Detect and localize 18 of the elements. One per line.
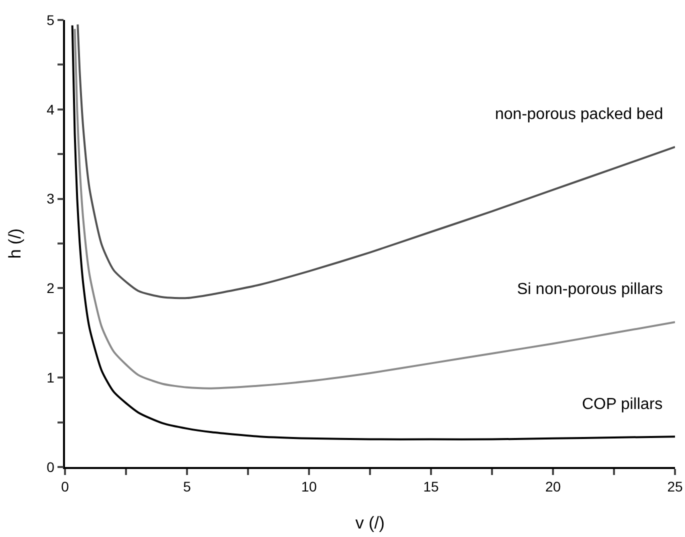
- series-label: non-porous packed bed: [495, 106, 664, 123]
- x-tick-label: 25: [667, 478, 683, 495]
- x-tick-label: 15: [423, 478, 439, 495]
- x-axis-title: v (/): [355, 514, 385, 532]
- y-tick-label: 2: [46, 280, 55, 296]
- y-tick-label: 1: [46, 370, 55, 386]
- series-label: COP pillars: [582, 396, 663, 413]
- line-series: [76, 23, 675, 300]
- y-tick-label: 3: [46, 190, 55, 207]
- x-tick-label: 10: [301, 478, 317, 495]
- x-tick-label: 0: [61, 478, 70, 495]
- y-tick-label: 0: [46, 458, 55, 475]
- x-tick-label: 5: [183, 478, 192, 495]
- series-label: Si non-porous pillars: [517, 281, 663, 298]
- y-tick-label: 4: [46, 101, 55, 118]
- y-tick-label: 5: [46, 12, 55, 28]
- x-tick-label: 20: [545, 478, 561, 495]
- y-axis-title: h (/): [6, 228, 24, 259]
